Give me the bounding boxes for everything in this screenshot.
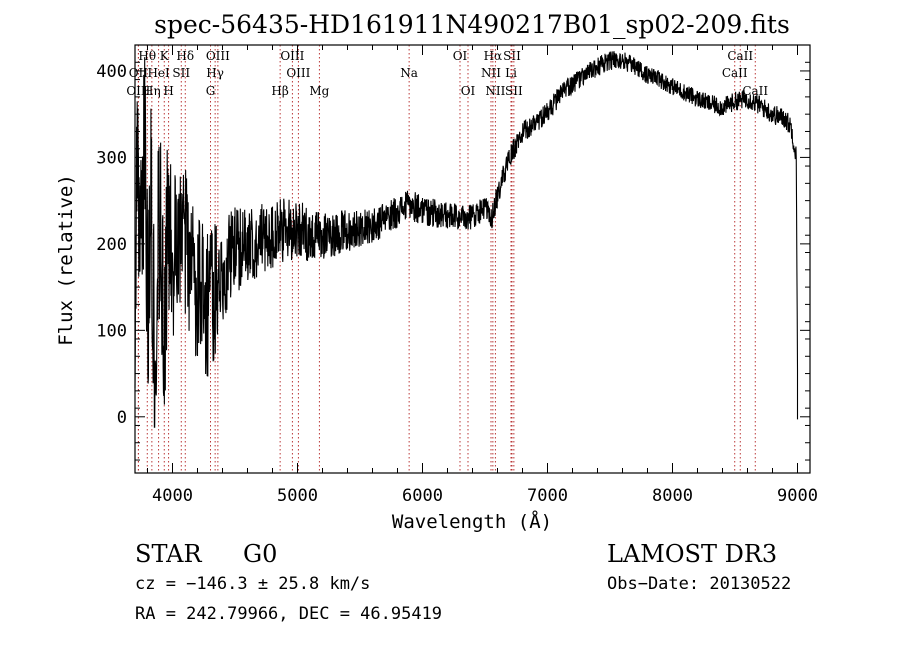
spectral-line-label: CaII bbox=[722, 66, 748, 80]
spectral-line-label: H bbox=[163, 84, 173, 98]
spectral-line-label: Hβ bbox=[271, 84, 288, 98]
y-tick-label: 100 bbox=[96, 321, 127, 341]
spectral-line-label: Li bbox=[505, 66, 517, 80]
spectral-line-label: CaII bbox=[742, 84, 768, 98]
spectral-line-label: Hδ bbox=[176, 49, 194, 63]
spectral-line-label: Hη bbox=[143, 84, 161, 98]
y-tick-label: 400 bbox=[96, 62, 127, 82]
object-class: STAR bbox=[135, 540, 202, 568]
spectral-line-label: Mg bbox=[309, 84, 329, 98]
x-tick-label: 4000 bbox=[152, 486, 193, 506]
spectral-line-label: SII bbox=[503, 49, 521, 63]
spectral-line-label: Hθ bbox=[138, 49, 156, 63]
y-tick-label: 300 bbox=[96, 148, 127, 168]
observation-date: Obs−Date: 20130522 bbox=[607, 574, 792, 594]
y-tick-label: 200 bbox=[96, 235, 127, 255]
redshift-velocity: cz = −146.3 ± 25.8 km/s bbox=[135, 574, 371, 594]
y-axis-label: Flux (relative) bbox=[55, 174, 77, 346]
spectrum-line bbox=[134, 51, 799, 428]
spectral-line-label: OIII bbox=[280, 49, 304, 63]
spectral-line-label: NII bbox=[485, 84, 505, 98]
x-tick-label: 9000 bbox=[777, 486, 818, 506]
spectral-line-label: OIII bbox=[206, 49, 230, 63]
spectral-line-label: G bbox=[206, 84, 216, 98]
spectral-line-label: Na bbox=[400, 66, 418, 80]
spectral-line-label: OI bbox=[453, 49, 468, 63]
spectral-line-label: CaII bbox=[727, 49, 753, 63]
spectral-line-label: NII bbox=[481, 66, 501, 80]
x-tick-label: 7000 bbox=[527, 486, 568, 506]
x-tick-label: 8000 bbox=[652, 486, 693, 506]
object-subclass: G0 bbox=[243, 540, 278, 568]
x-axis-label: Wavelength (Å) bbox=[392, 510, 552, 533]
spectral-line-label: SII bbox=[172, 66, 190, 80]
axis-ticks: 4000 5000 6000 7000 8000 9000 0 100 200 300 400 bbox=[96, 45, 818, 506]
x-tick-label: 5000 bbox=[277, 486, 318, 506]
spectral-line-label: HeI bbox=[147, 66, 170, 80]
spectral-line-label: SII bbox=[505, 84, 523, 98]
spectral-line-label: Hα bbox=[484, 49, 503, 63]
y-tick-label: 0 bbox=[117, 408, 127, 428]
spectral-line-label: OIII bbox=[286, 66, 310, 80]
spectral-line-label: OI bbox=[461, 84, 476, 98]
survey-name: LAMOST DR3 bbox=[607, 540, 778, 568]
chart-title: spec-56435-HD161911N490217B01_sp02-209.f… bbox=[154, 10, 790, 39]
spectral-line-label: K bbox=[160, 49, 170, 63]
spectral-line-label: Hγ bbox=[206, 66, 224, 80]
coordinates: RA = 242.79966, DEC = 46.95419 bbox=[135, 604, 443, 624]
x-tick-label: 6000 bbox=[402, 486, 443, 506]
